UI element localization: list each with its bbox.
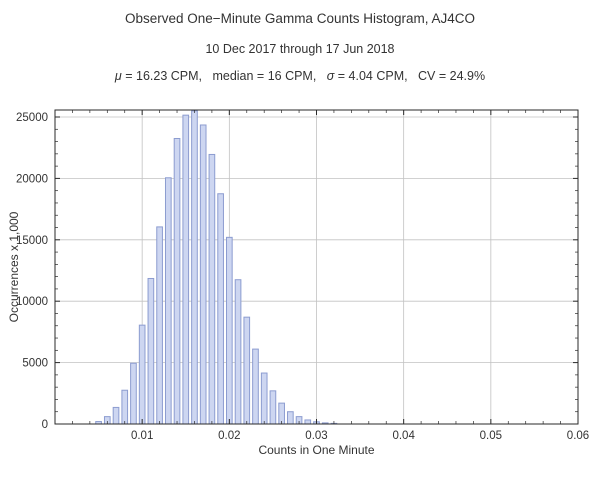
x-tick-label: 0.04 [392,430,415,442]
histogram-bar [260,372,268,425]
y-tick-label: 5000 [22,358,48,370]
x-tick-label: 0.03 [305,430,327,442]
histogram-bar [112,406,120,425]
mu-value: = 16.23 CPM, median = 16 CPM, [121,69,327,83]
x-axis-label: Counts in One Minute [258,443,375,457]
histogram-bar [269,390,277,425]
x-tick-label: 0.06 [567,430,589,442]
sigma-value: = 4.04 CPM, CV = 24.9% [334,69,486,83]
x-tick-label: 0.01 [131,430,153,442]
histogram-bar [182,114,190,425]
sigma-symbol: σ [326,69,335,83]
histogram-bar [243,316,251,425]
histogram-bar [217,193,224,425]
histogram-bar [234,279,242,425]
histogram-bar [121,389,129,425]
histogram-bar [156,226,163,425]
mu-symbol: μ [114,69,122,83]
histogram-bar [208,153,216,425]
histogram-bar [287,411,294,425]
histogram-bar [130,362,137,425]
histogram-bar [278,402,285,425]
chart-stats-line: μ = 16.23 CPM, median = 16 CPM, σ = 4.04… [0,69,600,83]
chart-title: Observed One−Minute Gamma Counts Histogr… [124,11,476,26]
histogram-bar [304,419,312,425]
y-tick-label: 20000 [16,173,48,185]
y-tick-label: 10000 [16,296,48,308]
histogram-bar [147,277,155,425]
histogram-bar [226,236,233,425]
histogram-bar [199,124,207,425]
histogram-bar [173,137,181,425]
y-tick-label: 15000 [16,235,48,247]
y-axis-label: Occurrences x 1,000 [7,211,21,323]
x-tick-label: 0.02 [218,430,240,442]
histogram-bar [164,177,172,425]
histogram-bar [191,110,198,425]
histogram-bar [252,348,259,425]
chart-subtitle: 10 Dec 2017 through 17 Jun 2018 [205,42,395,56]
x-tick-label: 0.05 [480,430,502,442]
y-tick-label: 0 [42,419,48,431]
histogram-bar [138,324,146,425]
y-tick-label: 25000 [16,112,48,124]
